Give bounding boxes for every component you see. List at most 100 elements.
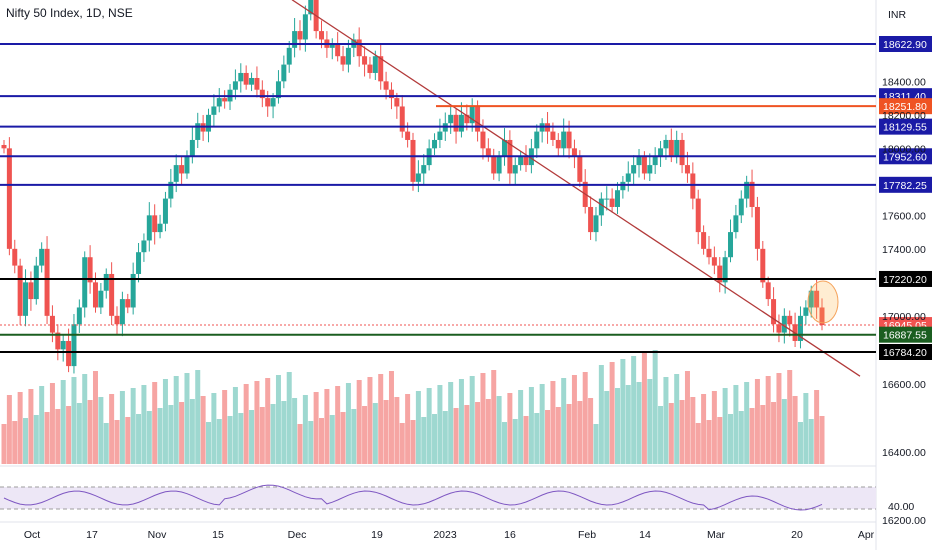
volume-bar <box>754 379 760 464</box>
volume-bar <box>399 423 405 464</box>
volume-bar <box>162 379 168 464</box>
candle-body <box>760 248 766 283</box>
candle-body <box>12 248 18 266</box>
volume-bar <box>636 382 642 464</box>
candle-body <box>512 165 518 174</box>
candle-body <box>71 324 77 367</box>
volume-bar <box>523 416 529 464</box>
volume-bar <box>814 390 820 464</box>
candle-body <box>808 290 814 308</box>
candle-body <box>776 324 782 333</box>
x-tick-label: Apr <box>858 529 875 541</box>
y-tick-label: 17000.00 <box>882 311 926 323</box>
x-tick-label: 15 <box>212 529 224 541</box>
volume-bar <box>781 399 787 464</box>
candle-body <box>195 123 201 140</box>
volume-bar <box>76 403 82 464</box>
candle-body <box>87 257 93 283</box>
volume-bar <box>324 389 330 464</box>
volume-bar <box>319 418 325 464</box>
volume-bar <box>6 395 12 464</box>
volume-bar <box>367 377 373 464</box>
volume-bar <box>114 420 120 464</box>
candle-body <box>695 198 701 233</box>
volume-bar <box>539 384 545 464</box>
candle-body <box>216 98 222 107</box>
candle-body <box>555 139 561 149</box>
candle-body <box>55 332 61 350</box>
candle-body <box>641 156 647 174</box>
candle-body <box>550 131 556 140</box>
candle-body <box>706 248 712 258</box>
candle-body <box>66 340 72 367</box>
volume-bar <box>776 373 782 464</box>
volume-bar <box>109 394 115 464</box>
candle-body <box>588 206 594 233</box>
candle-body <box>243 72 249 85</box>
x-tick-label: 19 <box>371 529 383 541</box>
level-label-bg <box>879 98 932 115</box>
candle-body <box>125 299 131 308</box>
candle-body <box>109 273 115 316</box>
volume-bar <box>335 386 341 464</box>
candle-body <box>308 0 314 15</box>
volume-bar <box>39 386 45 464</box>
candle-body <box>146 215 152 241</box>
candle-body <box>60 340 66 350</box>
level-label-bg <box>879 118 932 135</box>
volume-bar <box>491 370 497 464</box>
level-label: 17220.20 <box>883 274 927 286</box>
volume-bar <box>211 393 217 464</box>
level-label: 18251.80 <box>883 101 927 113</box>
candle-body <box>679 139 685 166</box>
candle-body <box>496 156 502 174</box>
volume-bar <box>222 390 228 464</box>
candle-body <box>469 106 475 124</box>
volume-bar <box>819 416 825 464</box>
candle-body <box>668 139 674 157</box>
volume-bar <box>1 424 7 464</box>
volume-bar <box>496 396 502 464</box>
y-tick-label: 18400.00 <box>882 76 926 88</box>
candle-body <box>744 181 750 199</box>
level-label-bg <box>879 36 932 52</box>
y-tick-label: 18200.00 <box>882 110 926 122</box>
volume-bar <box>184 373 190 464</box>
volume-bar <box>66 406 72 464</box>
candle-body <box>103 273 109 291</box>
volume-bar <box>604 391 610 464</box>
volume-bar <box>362 406 368 464</box>
volume-bar <box>803 393 809 464</box>
candle-body <box>141 240 147 253</box>
candle-body <box>674 139 680 157</box>
volume-bar <box>103 423 109 464</box>
volume-bar <box>136 414 142 464</box>
candle-body <box>345 47 351 65</box>
volume-bar <box>426 388 432 464</box>
candle-body <box>275 81 281 99</box>
candle-body <box>162 198 168 224</box>
candle-body <box>362 56 368 65</box>
y-tick-label: 17400.00 <box>882 244 926 256</box>
candle-body <box>566 131 572 149</box>
volume-bar <box>733 385 739 464</box>
candle-body <box>523 156 529 166</box>
candle-body <box>33 265 39 300</box>
level-label-bg <box>879 326 932 343</box>
candle-body <box>609 198 615 207</box>
rsi-line <box>3 484 823 511</box>
volume-bar <box>383 400 389 464</box>
candle-body <box>722 257 728 283</box>
level-label: 16784.20 <box>883 347 927 359</box>
candle-body <box>179 165 185 174</box>
candle-body <box>372 56 378 73</box>
candle-body <box>335 44 341 57</box>
volume-bar <box>453 408 459 464</box>
volume-bar <box>345 383 351 464</box>
volume-bar <box>566 404 572 464</box>
volume-bar <box>448 382 454 464</box>
volume-bar <box>480 373 486 464</box>
candle-body <box>405 131 411 140</box>
candle-body <box>82 257 88 308</box>
